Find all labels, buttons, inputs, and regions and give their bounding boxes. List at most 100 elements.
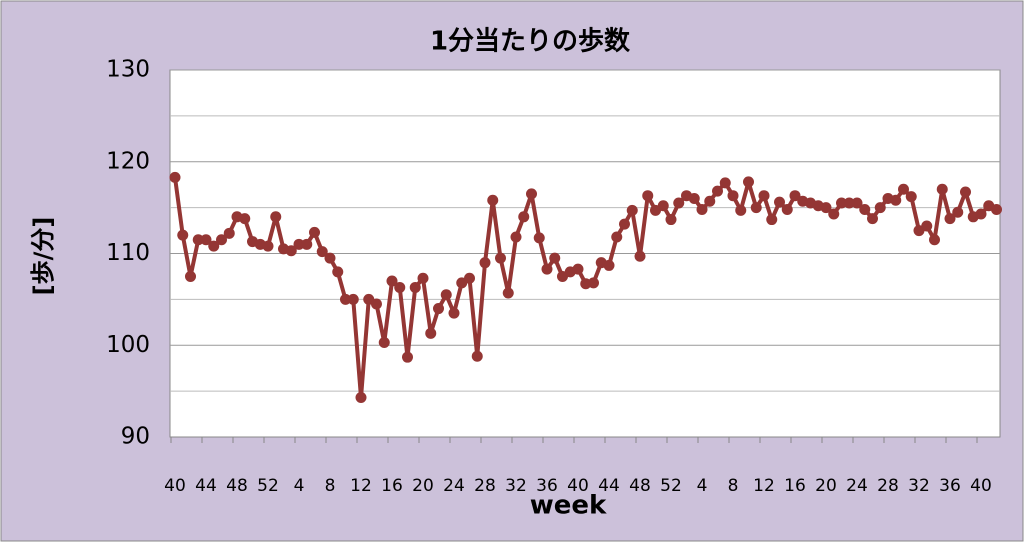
y-axis-label: [歩/分] <box>29 217 57 296</box>
data-point <box>572 263 584 275</box>
data-point <box>890 194 902 206</box>
data-point <box>200 234 212 246</box>
data-point <box>774 196 785 208</box>
data-point <box>789 190 801 202</box>
data-point <box>402 351 413 363</box>
data-point <box>185 270 196 282</box>
y-tick-label: 100 <box>106 332 150 358</box>
data-point <box>634 250 646 262</box>
data-point <box>898 183 909 195</box>
data-point <box>502 287 514 299</box>
data-point <box>588 277 599 289</box>
x-tick-label: 12 <box>350 476 372 496</box>
data-point <box>324 252 336 264</box>
data-point <box>371 298 382 310</box>
x-tick-label: 8 <box>728 476 739 496</box>
x-tick-label: 24 <box>443 476 465 496</box>
data-point <box>316 246 328 258</box>
data-point <box>619 218 630 230</box>
data-point <box>843 197 855 209</box>
x-tick-label: 8 <box>325 476 336 496</box>
x-tick-label: 24 <box>846 476 868 496</box>
data-point <box>696 203 708 215</box>
data-point <box>665 214 677 226</box>
data-point <box>471 350 483 362</box>
data-point <box>781 203 793 215</box>
data-point <box>673 197 685 209</box>
x-tick-label: 48 <box>226 476 248 496</box>
data-point <box>309 226 320 238</box>
data-point <box>952 206 964 218</box>
x-tick-label: 40 <box>567 476 589 496</box>
x-tick-label: 16 <box>784 476 806 496</box>
data-point <box>487 194 499 206</box>
data-point <box>208 240 220 252</box>
x-tick-label: 52 <box>257 476 279 496</box>
data-point <box>270 211 282 223</box>
data-point <box>440 289 452 301</box>
data-point <box>626 204 638 216</box>
x-tick-label: 12 <box>753 476 775 496</box>
data-point <box>766 214 778 226</box>
y-tick-label: 120 <box>106 148 150 174</box>
data-point <box>425 327 437 339</box>
data-point <box>750 202 762 214</box>
data-point <box>378 336 390 348</box>
x-tick-label: 40 <box>164 476 186 496</box>
data-point <box>409 281 421 293</box>
data-point <box>727 190 739 202</box>
x-tick-label: 44 <box>195 476 217 496</box>
data-point <box>851 197 863 209</box>
chart-title: 1分当たりの歩数 <box>430 27 631 57</box>
data-point <box>448 307 460 319</box>
data-point <box>611 231 623 243</box>
data-point <box>921 220 933 232</box>
data-point <box>533 232 545 244</box>
data-point <box>836 197 847 209</box>
data-point <box>464 272 475 284</box>
data-point <box>712 185 723 197</box>
y-tick-label: 90 <box>121 424 150 450</box>
x-tick-label: 36 <box>536 476 558 496</box>
x-tick-label: 48 <box>629 476 651 496</box>
x-tick-label: 20 <box>815 476 837 496</box>
x-axis-label: week <box>530 491 607 521</box>
data-point <box>936 183 948 195</box>
x-tick-label: 28 <box>877 476 899 496</box>
data-point <box>929 234 940 246</box>
data-point <box>735 204 747 216</box>
data-point <box>262 240 274 252</box>
data-point <box>820 202 832 214</box>
data-point <box>433 303 444 315</box>
y-tick-label: 130 <box>106 57 150 83</box>
data-point <box>340 293 351 305</box>
data-point <box>394 281 406 293</box>
data-point <box>944 213 956 225</box>
data-point <box>874 202 886 214</box>
x-tick-label: 44 <box>598 476 620 496</box>
data-point <box>285 245 297 257</box>
data-point <box>332 266 344 278</box>
data-point <box>960 186 971 198</box>
data-point <box>758 190 770 202</box>
x-tick-label: 4 <box>697 476 708 496</box>
data-point <box>603 259 615 271</box>
x-tick-label: 32 <box>505 476 527 496</box>
data-point <box>192 234 204 246</box>
data-point <box>526 188 537 200</box>
data-point <box>293 238 305 250</box>
x-tick-label: 32 <box>908 476 930 496</box>
data-point <box>688 192 700 204</box>
x-tick-label: 16 <box>381 476 403 496</box>
data-point <box>704 195 716 207</box>
data-point <box>975 208 987 220</box>
x-tick-label: 4 <box>294 476 305 496</box>
data-point <box>743 176 754 188</box>
data-point <box>495 252 506 264</box>
data-point <box>657 200 669 212</box>
data-point <box>169 171 181 183</box>
data-point <box>867 213 878 225</box>
data-point <box>479 257 491 269</box>
data-point <box>223 227 235 239</box>
data-point <box>642 190 654 202</box>
